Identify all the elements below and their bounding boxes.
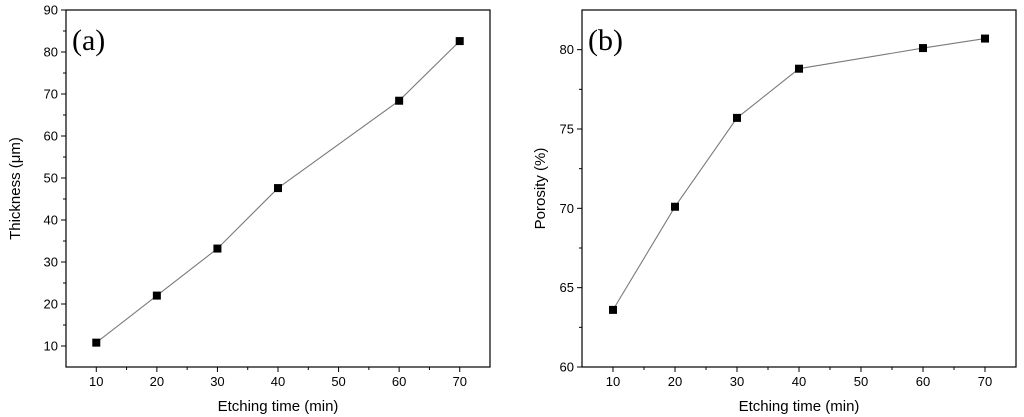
thickness-data-point [213, 244, 222, 253]
thickness-y-tick-label: 50 [44, 171, 58, 186]
thickness-x-axis-label: Etching time (min) [218, 398, 339, 415]
thickness-x-tick-label: 40 [271, 374, 285, 389]
thickness-y-tick-label: 60 [44, 129, 58, 144]
porosity-series-line [612, 38, 986, 311]
thickness-y-tick-label: 40 [44, 213, 58, 228]
thickness-y-tick-label: 80 [44, 45, 58, 60]
porosity-y-tick-label: 80 [560, 42, 574, 57]
thickness-y-tick-label: 90 [44, 3, 58, 18]
porosity-y-tick-label: 65 [560, 280, 574, 295]
thickness-x-tick-label: 20 [150, 374, 164, 389]
thickness-panel-label: (a) [72, 24, 105, 57]
thickness-x-tick-label: 50 [331, 374, 345, 389]
porosity-x-tick-label: 70 [978, 374, 992, 389]
porosity-data-point [795, 64, 803, 73]
porosity-y-tick-label: 70 [560, 201, 574, 216]
panel-thickness: 10 20 30 40 50 60 70 10 20 30 40 50 60 70 80 90 Etching … [7, 3, 491, 415]
thickness-x-tick-label: 30 [210, 374, 224, 389]
porosity-x-tick-label: 10 [606, 374, 620, 389]
thickness-data-point [152, 291, 161, 300]
thickness-data-point [455, 37, 464, 46]
porosity-y-tick-label: 75 [560, 122, 574, 137]
thickness-y-axis-label: Thickness (μm) [7, 137, 24, 240]
porosity-x-tick-label: 20 [668, 374, 682, 389]
porosity-data-point [981, 34, 989, 43]
porosity-x-axis-label: Etching time (min) [739, 398, 860, 415]
thickness-x-tick-label: 60 [392, 374, 406, 389]
porosity-x-tick-label: 50 [854, 374, 868, 389]
porosity-x-tick-label: 40 [792, 374, 806, 389]
porosity-data-point [671, 202, 679, 211]
porosity-y-tick-label: 60 [560, 360, 574, 375]
panel-porosity: 10 20 30 40 50 60 70 60 65 70 75 80 Etching time (mi… [532, 9, 1017, 415]
porosity-panel-label: (b) [588, 24, 623, 57]
thickness-y-tick-label: 10 [44, 339, 58, 354]
porosity-data-point [609, 305, 617, 314]
thickness-x-tick-label: 70 [452, 374, 466, 389]
thickness-y-tick-label: 20 [44, 297, 58, 312]
porosity-data-point [919, 44, 927, 53]
porosity-x-tick-label: 30 [730, 374, 744, 389]
porosity-plot-frame [581, 9, 1017, 368]
thickness-y-tick-label: 30 [44, 255, 58, 270]
thickness-data-point [274, 184, 282, 193]
thickness-data-point [395, 96, 404, 105]
porosity-data-point [733, 113, 741, 122]
thickness-data-point [92, 338, 101, 347]
thickness-y-tick-label: 70 [44, 87, 58, 102]
porosity-x-tick-label: 60 [916, 374, 930, 389]
thickness-series-line [95, 40, 461, 344]
porosity-y-axis-label: Porosity (%) [532, 148, 549, 230]
thickness-x-tick-label: 10 [89, 374, 103, 389]
